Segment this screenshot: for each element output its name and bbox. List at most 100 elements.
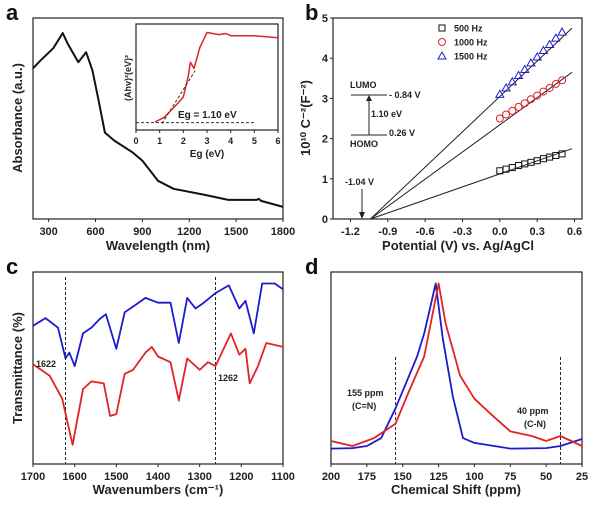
y-tick-label-b: 5 <box>322 13 328 25</box>
inset-ylabel: (Ahv)²(eV)² <box>123 55 133 101</box>
y-tick-label-b: 4 <box>322 53 329 65</box>
data-point-1000hz <box>545 83 554 92</box>
x-tick-label-inset: 2 <box>181 136 186 146</box>
gap-value: 1.10 eV <box>371 109 402 119</box>
data-point-1000hz <box>514 102 523 111</box>
data-point-1500hz <box>550 33 561 42</box>
x-tick-label-b: 0.0 <box>492 226 507 238</box>
homo-label: HOMO <box>350 139 378 149</box>
y-tick-label-b: 2 <box>322 134 328 146</box>
legend-marker-1500hz <box>437 50 447 60</box>
red-spectrum-d <box>330 282 583 447</box>
x-tick-label-d: 150 <box>394 471 412 483</box>
data-point-1500hz <box>507 76 518 86</box>
x-tick-label-c: 1400 <box>146 471 170 483</box>
x-tick-label-inset: 6 <box>275 136 280 146</box>
xlabel-b: Potential (V) vs. Ag/AgCl <box>382 238 534 253</box>
data-point-1000hz <box>551 79 560 88</box>
legend-label: 1500 Hz <box>454 52 488 62</box>
data-point-1500hz <box>501 82 511 92</box>
x-tick-label-b: 0.6 <box>567 226 582 238</box>
tangent-line <box>161 70 196 124</box>
y-tick-label-b: 0 <box>322 214 328 226</box>
x-tick-label-inset: 0 <box>133 136 138 146</box>
data-point-1500hz <box>538 45 549 55</box>
panel-label-c: c <box>6 254 18 279</box>
data-point-500hz <box>558 150 566 158</box>
tauc-curve <box>154 31 279 123</box>
x-tick-label-d: 100 <box>465 471 483 483</box>
y-tick-label-b: 3 <box>322 93 328 105</box>
vline-label-40: 40 ppm <box>517 406 549 416</box>
x-tick-label-d: 75 <box>504 471 516 483</box>
panel-label-a: a <box>6 0 19 25</box>
legend-label: 1000 Hz <box>454 38 488 48</box>
data-point-1000hz <box>508 106 517 115</box>
data-point-1500hz <box>494 89 505 98</box>
xlabel-d: Chemical Shift (ppm) <box>391 482 521 497</box>
x-tick-label-c: 1700 <box>21 471 45 483</box>
y-tick-label-b: 1 <box>322 174 328 186</box>
x-tick-label-b: -1.2 <box>341 226 360 238</box>
x-tick-label-d: 50 <box>540 471 552 483</box>
data-point-1500hz <box>544 39 555 49</box>
vline-sub-155: (C=N) <box>352 401 376 411</box>
inset-xlabel: Eg (eV) <box>190 149 224 160</box>
x-tick-label-c: 1200 <box>229 471 253 483</box>
vline-label-1622: 1622 <box>36 359 56 369</box>
data-point-1000hz <box>495 114 504 123</box>
absorbance-curve <box>32 32 284 208</box>
vline-label-155: 155 ppm <box>347 388 384 398</box>
ylabel-a: Absorbance (a.u.) <box>10 63 25 173</box>
plot-frame-d <box>330 271 583 465</box>
data-point-1500hz <box>557 27 567 36</box>
plot-frame-a <box>32 17 284 220</box>
plot-frame-inset <box>135 23 279 131</box>
lumo-value: - 0.84 V <box>389 90 421 100</box>
data-point-1500hz <box>532 51 543 61</box>
ylabel-c: Transmittance (%) <box>10 312 25 424</box>
x-tick-label-a: 1800 <box>271 226 295 238</box>
red-spectrum-c <box>32 332 284 446</box>
data-point-1000hz <box>526 95 535 104</box>
vline-label-1262: 1262 <box>218 373 238 383</box>
x-tick-label-d: 175 <box>358 471 376 483</box>
legend-label: 500 Hz <box>454 24 483 34</box>
xlabel-c: Wavenumbers (cm⁻¹) <box>93 482 224 497</box>
x-tick-label-d: 125 <box>429 471 447 483</box>
gap-arrowhead <box>366 95 372 101</box>
data-point-1000hz <box>533 91 542 100</box>
x-tick-label-d: 200 <box>322 471 340 483</box>
lumo-label: LUMO <box>350 80 377 90</box>
intercept-label: -1.04 V <box>345 177 374 187</box>
data-point-1000hz <box>539 87 548 96</box>
ylabel-b: 10¹⁰ C⁻²(F⁻²) <box>298 80 313 156</box>
x-tick-label-c: 1600 <box>62 471 86 483</box>
fit-line <box>370 71 573 220</box>
x-tick-label-c: 1300 <box>187 471 211 483</box>
x-tick-label-a: 300 <box>39 226 57 238</box>
data-point-1500hz <box>526 58 536 67</box>
inset-annotation: Eg = 1.10 eV <box>178 110 237 121</box>
blue-spectrum-d <box>330 282 583 450</box>
data-point-1000hz <box>502 110 511 119</box>
x-tick-label-b: -0.3 <box>453 226 472 238</box>
x-tick-label-b: 0.3 <box>530 226 545 238</box>
data-point-1000hz <box>558 76 567 85</box>
fit-line <box>370 148 573 220</box>
x-tick-label-inset: 1 <box>157 136 162 146</box>
data-point-1500hz <box>513 70 524 79</box>
x-tick-label-b: -0.6 <box>416 226 435 238</box>
x-tick-label-inset: 3 <box>204 136 209 146</box>
panel-label-b: b <box>305 0 318 25</box>
intercept-arrowhead <box>359 212 365 219</box>
x-tick-label-c: 1500 <box>104 471 128 483</box>
x-tick-label-c: 1100 <box>271 471 295 483</box>
vline-sub-40: (C-N) <box>524 419 546 429</box>
blue-spectrum-c <box>32 282 284 367</box>
plot-frame-b <box>332 17 583 220</box>
x-tick-label-b: -0.9 <box>378 226 397 238</box>
xlabel-a: Wavelength (nm) <box>106 238 210 253</box>
